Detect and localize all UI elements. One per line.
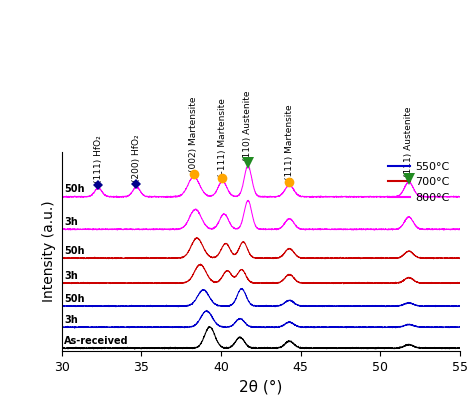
- Text: (111) Austenite: (111) Austenite: [404, 107, 413, 177]
- Text: (110) Austenite: (110) Austenite: [244, 91, 253, 161]
- X-axis label: 2θ (°): 2θ (°): [239, 379, 283, 394]
- Text: 3h: 3h: [64, 315, 78, 325]
- Text: (111) Martensite: (111) Martensite: [285, 105, 294, 180]
- Text: (200) HfO₂: (200) HfO₂: [132, 135, 141, 182]
- Legend: 550°C, 700°C, 800°C: 550°C, 700°C, 800°C: [383, 157, 454, 207]
- Text: (002) Martensite: (002) Martensite: [189, 97, 198, 172]
- Text: 50h: 50h: [64, 294, 84, 304]
- Text: (-111) Martensite: (-111) Martensite: [218, 98, 227, 176]
- Text: 50h: 50h: [64, 246, 84, 256]
- Text: 50h: 50h: [64, 184, 84, 194]
- Text: 3h: 3h: [64, 271, 78, 281]
- Text: (111) HfO₂: (111) HfO₂: [94, 136, 103, 184]
- Text: As-received: As-received: [64, 336, 128, 346]
- Y-axis label: Intensity (a.u.): Intensity (a.u.): [42, 201, 56, 302]
- Text: 3h: 3h: [64, 217, 78, 227]
